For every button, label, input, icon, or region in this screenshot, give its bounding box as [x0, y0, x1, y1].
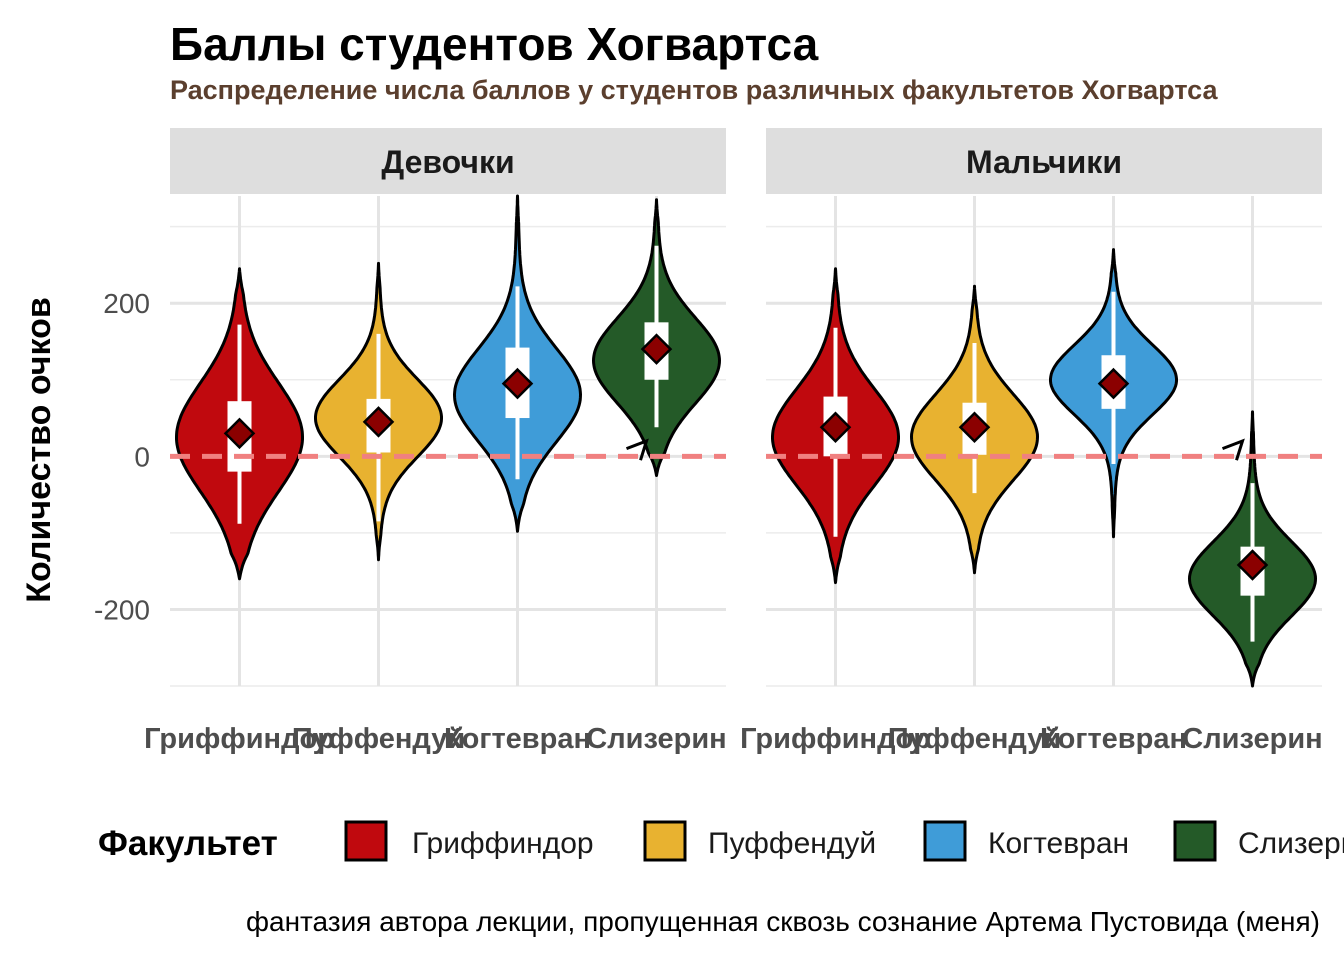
mean-marker [501, 367, 534, 400]
violin-group [592, 198, 721, 477]
mean-marker [1097, 367, 1130, 400]
legend-item: Слизерин [1173, 820, 1344, 862]
x-tick-label: Пуффендуй [292, 723, 465, 755]
mean-marker [223, 417, 256, 450]
legend-swatch [643, 820, 687, 862]
mean-marker [640, 333, 673, 365]
legend: Факультет Гриффиндор Пуффендуй Когтевран Сл… [98, 820, 1344, 863]
y-tick-label: -200 [94, 594, 150, 625]
legend-item: Когтевран [923, 820, 1129, 862]
mean-marker [1236, 549, 1269, 581]
legend-item: Пуффендуй [643, 820, 876, 862]
violin-group [910, 284, 1039, 575]
legend-swatch [923, 820, 967, 862]
legend-label: Гриффиндор [412, 827, 594, 860]
mean-marker [819, 411, 852, 443]
panels: Девочки-2000200ГриффиндорПуффендуйКогтев… [94, 128, 1323, 755]
violin-group [314, 261, 443, 562]
violin-group [453, 194, 582, 533]
strip-label: Девочки [381, 144, 514, 180]
panel-boys: Мальчики ГриффиндорПуффендуйКогтевранСлиз… [740, 128, 1323, 755]
violin-group [175, 267, 304, 581]
y-axis-label: Количество очков [20, 297, 58, 603]
legend-label: Пуффендуй [708, 827, 876, 860]
violin-group [1049, 248, 1178, 539]
violin-group [771, 267, 900, 585]
annotation-mark [1221, 438, 1245, 461]
strip-background [170, 128, 726, 194]
legend-title: Факультет [98, 824, 278, 863]
legend-label: Когтевран [988, 827, 1129, 860]
x-tick-label: Гриффиндор [144, 723, 335, 755]
legend-swatch [344, 820, 388, 862]
legend-item: Гриффиндор [344, 820, 594, 862]
mean-marker [958, 411, 991, 443]
legend-swatch [1173, 820, 1217, 862]
x-tick-label: Гриффиндор [740, 723, 931, 755]
y-tick-label: 0 [134, 441, 150, 472]
x-tick-label: Пуффендуй [888, 723, 1061, 755]
violin-group [1188, 410, 1317, 688]
x-tick-label: Слизерин [1182, 723, 1322, 755]
chart-title: Баллы студентов Хогвартса [170, 18, 819, 70]
strip-background [766, 128, 1322, 194]
strip-label: Мальчики [966, 144, 1122, 180]
y-tick-label: 200 [103, 288, 150, 319]
legend-label: Слизерин [1238, 827, 1344, 860]
panel-girls: Девочки -200 0 200 ГриффиндорПуффендуйКогтев… [94, 128, 727, 755]
caption: фантазия автора лекции, пропущенная скво… [246, 906, 1320, 937]
chart-subtitle: Распределение числа баллов у студентов р… [170, 75, 1219, 105]
x-tick-label: Слизерин [586, 723, 726, 755]
x-tick-label: Когтевран [444, 723, 591, 755]
mean-marker [362, 406, 395, 438]
annotation-mark [625, 438, 649, 461]
x-tick-label: Когтевран [1040, 723, 1187, 755]
